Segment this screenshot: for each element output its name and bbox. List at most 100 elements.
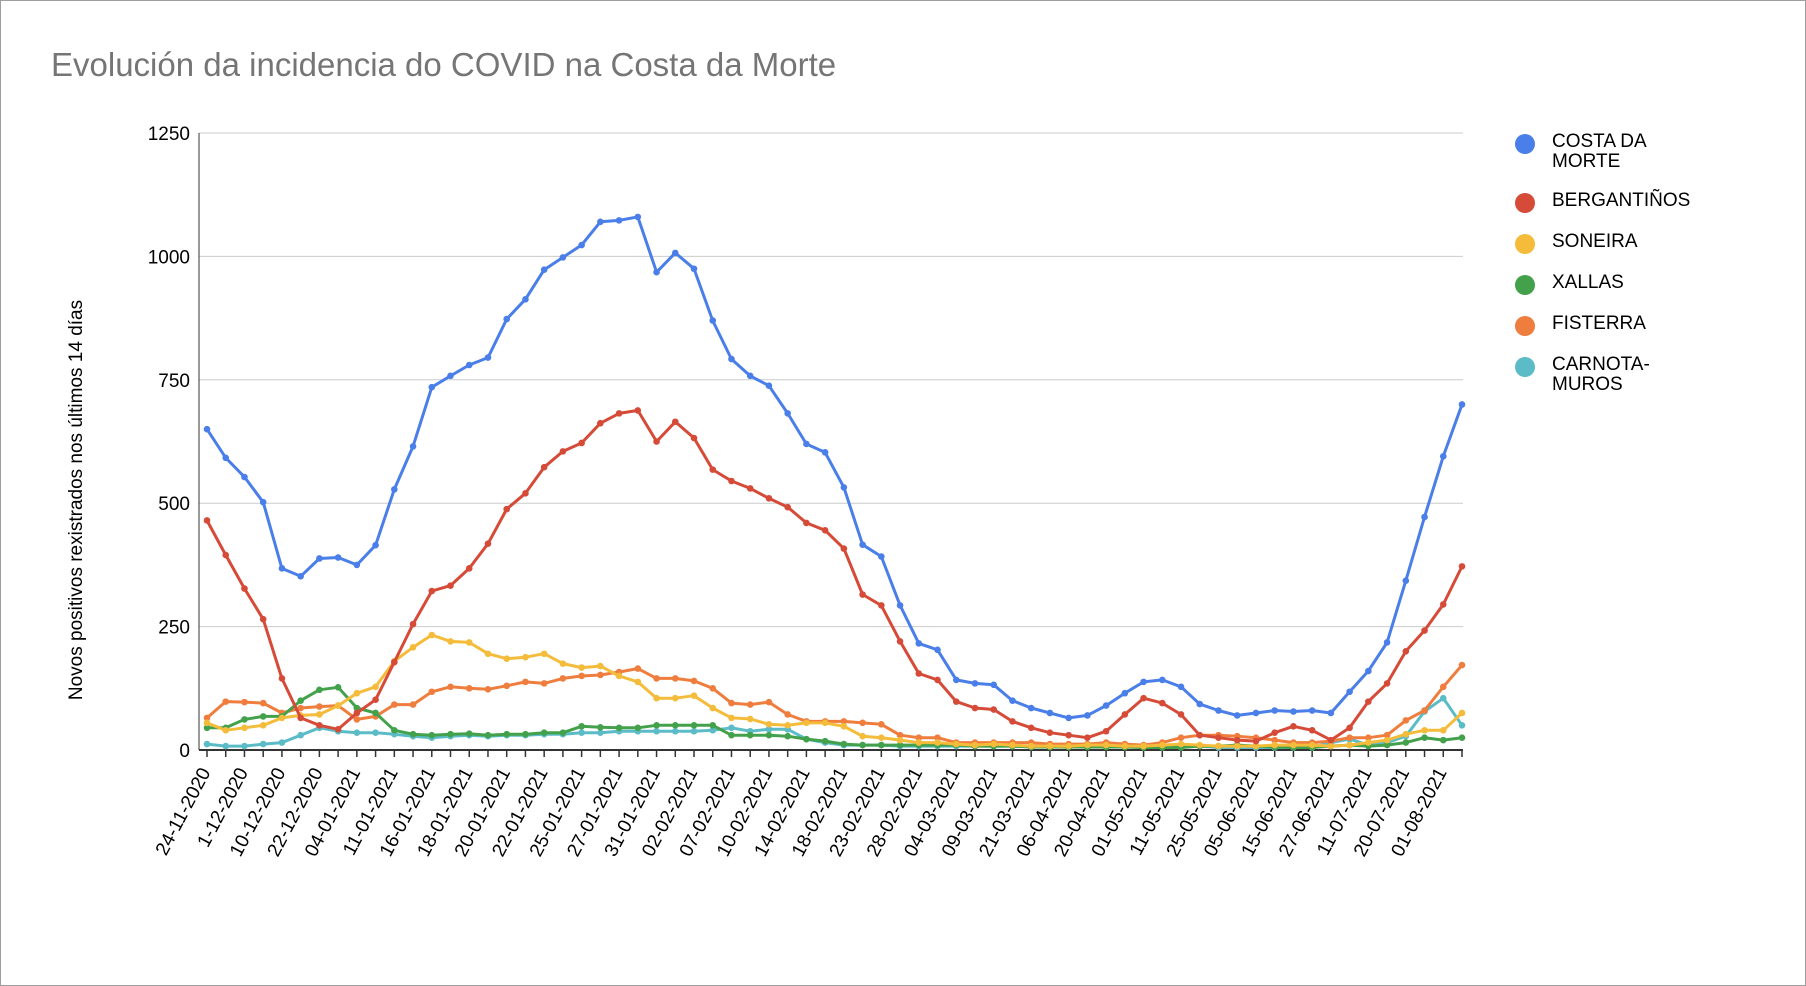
data-point bbox=[821, 527, 829, 534]
legend-item[interactable]: BERGANTIÑOS bbox=[1515, 190, 1691, 213]
data-point bbox=[1346, 741, 1353, 749]
data-point bbox=[634, 678, 642, 686]
data-point bbox=[353, 561, 361, 569]
data-point bbox=[372, 729, 379, 737]
data-point bbox=[840, 545, 848, 552]
data-point bbox=[615, 724, 623, 732]
legend-item[interactable]: COSTA DA MORTE bbox=[1515, 132, 1662, 172]
data-point bbox=[821, 719, 829, 727]
data-point bbox=[297, 704, 304, 712]
data-point bbox=[1233, 736, 1241, 744]
data-point bbox=[1383, 741, 1391, 749]
data-point bbox=[803, 519, 810, 527]
data-point bbox=[1065, 714, 1072, 722]
data-point bbox=[353, 709, 361, 717]
data-point bbox=[690, 727, 698, 735]
legend-item[interactable]: SONEIRA bbox=[1515, 232, 1662, 254]
data-point bbox=[353, 716, 361, 723]
data-point bbox=[821, 737, 829, 745]
data-point bbox=[653, 268, 660, 276]
legend-label: XALLAS bbox=[1552, 272, 1624, 293]
data-point bbox=[578, 723, 585, 730]
data-point bbox=[522, 653, 529, 661]
data-point bbox=[540, 680, 548, 687]
data-point bbox=[1102, 702, 1110, 709]
data-point bbox=[447, 730, 454, 738]
data-point bbox=[915, 670, 923, 677]
data-point bbox=[765, 725, 773, 733]
data-point bbox=[671, 722, 679, 729]
legend-item[interactable]: CARNOTA-MUROS bbox=[1515, 355, 1662, 395]
data-point bbox=[465, 685, 473, 692]
data-point bbox=[428, 587, 436, 595]
data-point bbox=[391, 486, 398, 493]
data-point bbox=[1458, 734, 1466, 741]
data-point bbox=[372, 696, 379, 703]
data-point bbox=[334, 725, 342, 733]
data-point bbox=[1402, 577, 1410, 584]
data-point bbox=[522, 490, 529, 497]
data-point bbox=[915, 640, 923, 647]
data-point bbox=[1046, 729, 1054, 737]
data-point bbox=[896, 741, 904, 749]
data-point bbox=[1027, 742, 1035, 750]
y-tick-label: 1250 bbox=[148, 124, 190, 145]
data-point bbox=[203, 517, 211, 524]
legend-item[interactable]: FISTERRA bbox=[1515, 314, 1662, 336]
data-point bbox=[503, 505, 511, 513]
data-point bbox=[1046, 742, 1054, 750]
data-point bbox=[690, 677, 698, 685]
data-point bbox=[1252, 737, 1260, 745]
data-point bbox=[1065, 742, 1072, 750]
data-point bbox=[222, 698, 230, 705]
data-point bbox=[259, 498, 267, 506]
data-point bbox=[1346, 688, 1353, 696]
data-point bbox=[821, 449, 829, 456]
data-point bbox=[1439, 683, 1447, 691]
data-point bbox=[615, 410, 623, 417]
legend-marker-icon bbox=[1515, 193, 1535, 213]
legend-label: COSTA DA MORTE bbox=[1552, 131, 1646, 172]
data-point bbox=[1383, 639, 1391, 646]
data-point bbox=[1458, 661, 1466, 669]
data-point bbox=[1439, 453, 1447, 460]
data-point bbox=[203, 724, 211, 732]
data-point bbox=[484, 731, 492, 739]
data-point bbox=[1383, 736, 1391, 744]
data-point bbox=[559, 675, 567, 682]
data-point bbox=[634, 724, 642, 732]
data-point bbox=[746, 701, 754, 708]
data-point bbox=[671, 249, 679, 257]
data-point bbox=[428, 731, 436, 739]
data-point bbox=[934, 734, 941, 741]
data-point bbox=[1365, 698, 1372, 705]
data-point bbox=[878, 734, 885, 741]
legend-item[interactable]: XALLAS bbox=[1515, 273, 1662, 295]
data-point bbox=[1402, 730, 1410, 738]
axes bbox=[198, 133, 1463, 757]
data-point bbox=[1365, 734, 1372, 741]
data-point bbox=[840, 740, 848, 748]
data-point bbox=[578, 729, 585, 737]
data-point bbox=[578, 241, 585, 249]
data-point bbox=[447, 582, 454, 589]
data-point bbox=[878, 741, 885, 749]
data-point bbox=[1365, 739, 1372, 746]
data-point bbox=[222, 742, 230, 750]
series-lines bbox=[203, 213, 1466, 751]
data-point bbox=[1084, 741, 1091, 749]
data-point bbox=[653, 438, 660, 445]
legend-label: FISTERRA bbox=[1552, 313, 1646, 334]
data-point bbox=[896, 736, 904, 744]
legend-label: BERGANTIÑOS bbox=[1552, 190, 1691, 211]
data-point bbox=[316, 711, 323, 718]
data-point bbox=[203, 740, 211, 748]
data-point bbox=[540, 729, 548, 737]
data-point bbox=[559, 660, 567, 667]
data-point bbox=[1271, 736, 1278, 744]
legend-marker-icon bbox=[1515, 275, 1535, 295]
data-point bbox=[1271, 741, 1278, 749]
data-point bbox=[990, 681, 998, 689]
data-point bbox=[1196, 700, 1204, 708]
